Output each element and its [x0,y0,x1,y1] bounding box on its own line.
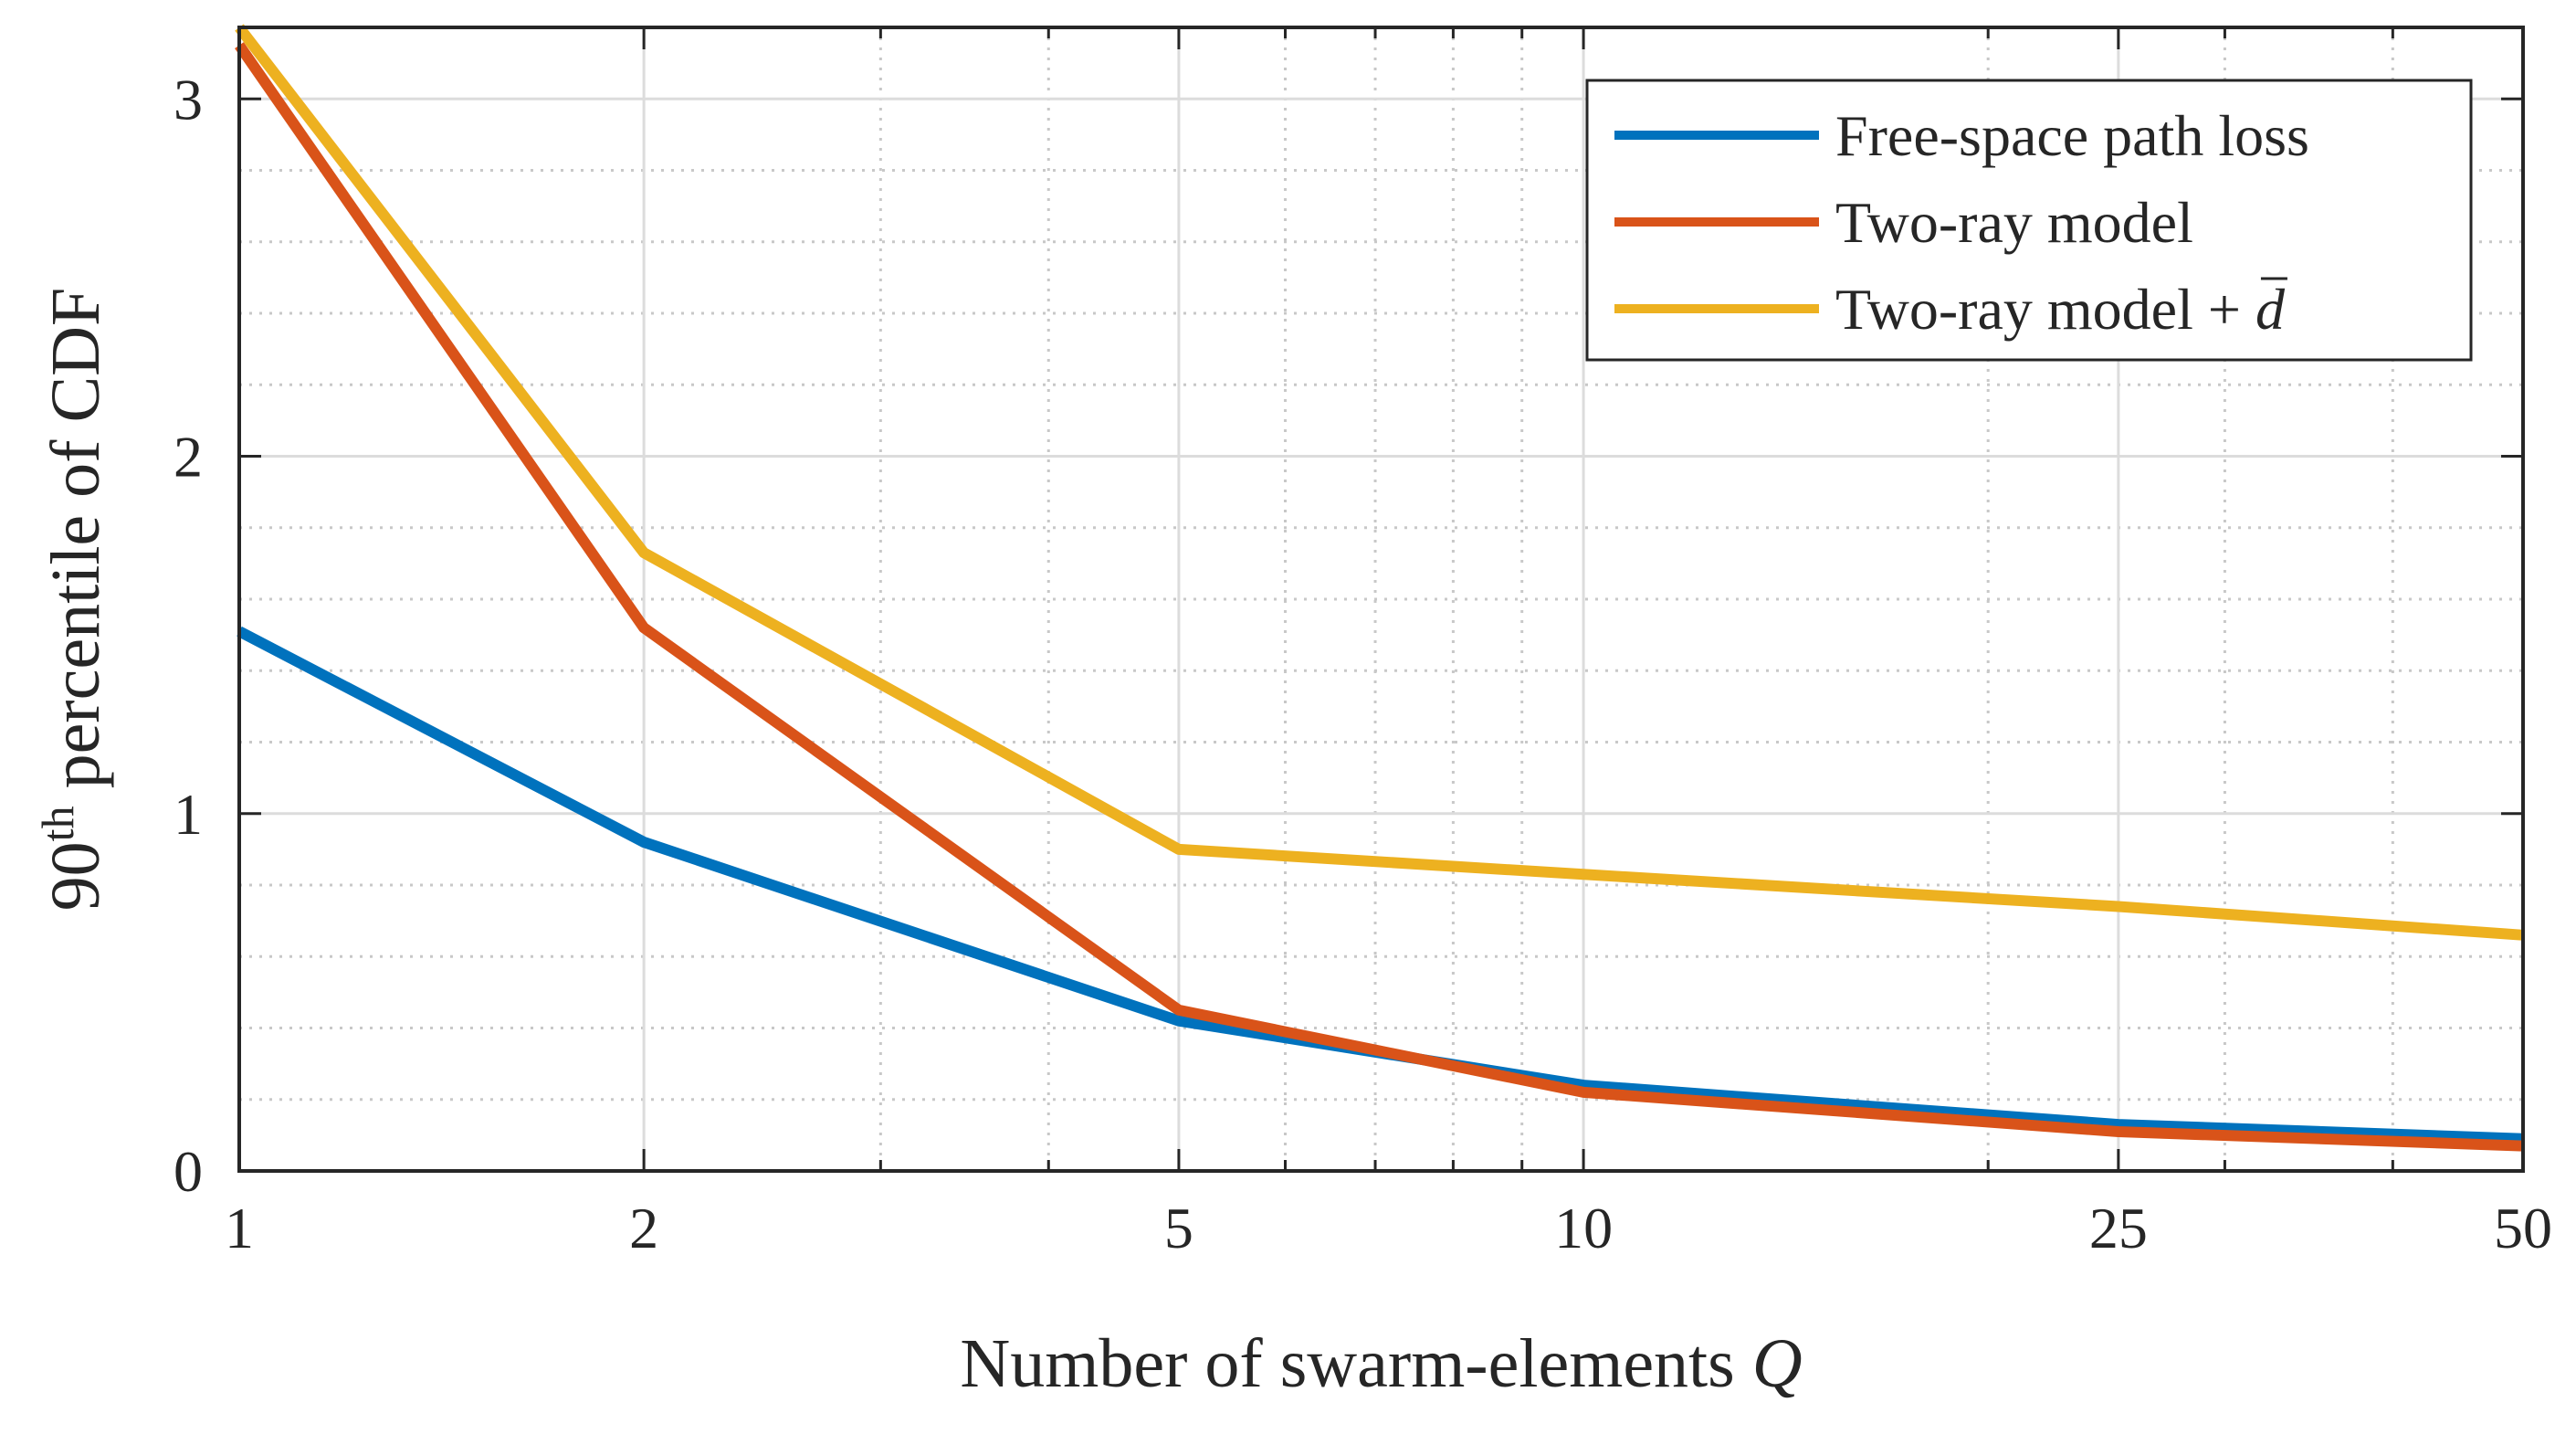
y-tick-label: 3 [173,67,203,132]
axes-box [237,26,2525,1173]
legend-label-two-ray: Two-ray model [1835,190,2193,255]
legend-label-free-space: Free-space path loss [1835,103,2309,168]
x-tick-label: 2 [629,1196,658,1260]
x-tick-label: 25 [2089,1196,2148,1260]
y-tick-label: 1 [173,782,203,847]
legend: Free-space path loss Two-ray model Two-r… [1585,79,2473,362]
x-tick-label: 5 [1164,1196,1193,1260]
series-line-2 [235,24,2524,941]
x-axis-label: Number of swarm-elements Q [960,1325,1802,1402]
x-tick-label: 10 [1554,1196,1613,1260]
legend-label-two-ray-d: Two-ray model + d [1835,277,2286,342]
series-line-1 [235,42,2524,1152]
y-tick-label: 0 [173,1139,203,1204]
x-tick-label: 1 [225,1196,254,1260]
x-tick-label: 50 [2494,1196,2552,1260]
series-lines [235,24,2524,1152]
y-axis-label: 90th percentile of CDF [32,288,114,912]
y-tick-label: 2 [173,425,203,490]
tick-marks [237,27,2525,1173]
